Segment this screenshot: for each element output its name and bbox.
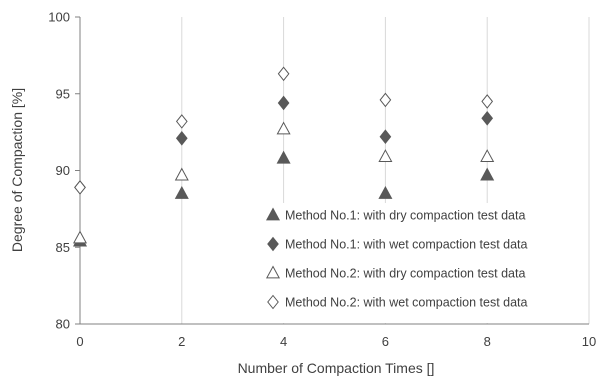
data-point-series-1 [480,167,495,181]
legend-entry-series-4: Method No.2: with wet compaction test da… [285,296,528,310]
data-point-series-4 [74,180,86,195]
legend-marker-series-1 [265,207,281,221]
y-tick-label: 85 [56,240,70,255]
data-point-series-3 [174,167,189,181]
legend-background [255,203,585,323]
data-point-series-1 [276,150,291,164]
legend-entry-series-1: Method No.1: with dry compaction test da… [285,209,525,223]
legend-marker-series-3 [265,265,281,279]
data-points [72,66,495,247]
x-tick-label: 2 [178,334,185,349]
legend: Method No.1: with dry compaction test da… [255,203,585,323]
x-tick-label: 0 [76,334,83,349]
data-point-series-3 [480,149,495,163]
data-point-series-1 [174,185,189,199]
axes [75,16,589,325]
data-point-series-2 [379,129,392,145]
y-axis-title: Degree of Compaction [%] [9,88,25,252]
data-point-series-3 [276,121,291,135]
x-tick-label: 8 [484,334,491,349]
data-point-series-2 [277,95,290,111]
legend-entry-series-2: Method No.1: with wet compaction test da… [285,238,528,252]
data-point-series-4 [481,94,494,109]
y-tick-label: 80 [56,317,70,332]
data-point-series-4 [175,114,188,129]
data-point-series-2 [175,130,188,146]
data-point-series-1 [378,185,393,199]
data-point-series-4 [379,92,392,108]
x-tick-label: 4 [280,334,287,349]
data-point-series-3 [378,149,393,163]
x-tick-label: 10 [582,334,596,349]
tick-labels: 0 2 4 6 8 10 80 85 90 95 100 [48,10,596,350]
legend-marker-series-4 [267,294,279,310]
x-tick-label: 6 [382,334,389,349]
y-tick-label: 90 [56,163,70,178]
y-tick-label: 100 [48,10,70,25]
y-tick-label: 95 [56,86,70,101]
data-point-series-4 [277,66,290,82]
legend-marker-series-2 [267,236,279,252]
data-point-series-3 [72,230,88,244]
legend-entry-series-3: Method No.2: with dry compaction test da… [285,267,525,281]
x-axis-title: Number of Compaction Times [] [238,360,435,376]
data-point-series-2 [481,111,494,126]
